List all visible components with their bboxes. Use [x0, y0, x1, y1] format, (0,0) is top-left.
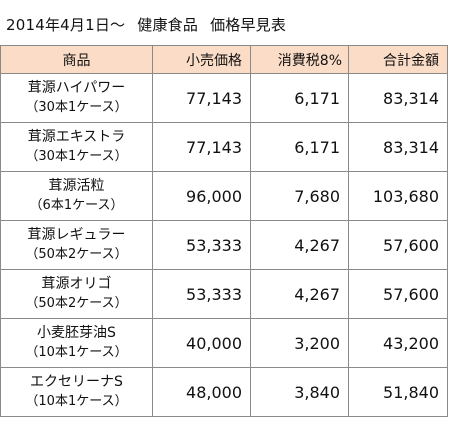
- product-cell: 茸源活粒 （6本1ケース）: [0, 171, 153, 221]
- column-header-retail-price: 小売価格: [152, 45, 251, 74]
- tax-cell: 6,171: [250, 122, 349, 172]
- tax-cell: 3,840: [250, 367, 349, 417]
- table-row: 茸源活粒 （6本1ケース） 96,000 7,680 103,680: [0, 171, 448, 221]
- table-row: 茸源ハイパワー （30本1ケース） 77,143 6,171 83,314: [0, 73, 448, 123]
- total-cell: 57,600: [348, 269, 448, 319]
- product-cell: 小麦胚芽油S （10本1ケース）: [0, 318, 153, 368]
- tax-cell: 4,267: [250, 220, 349, 270]
- table-row: 茸源レギュラー （50本2ケース） 53,333 4,267 57,600: [0, 220, 448, 270]
- product-cell: 茸源エキストラ （30本1ケース）: [0, 122, 153, 172]
- product-name: 茸源レギュラー: [27, 227, 126, 243]
- retail-price-cell: 96,000: [152, 171, 251, 221]
- table-row: 茸源オリゴ （50本2ケース） 53,333 4,267 57,600: [0, 269, 448, 319]
- product-pack: （10本1ケース）: [25, 345, 128, 360]
- product-cell: 茸源レギュラー （50本2ケース）: [0, 220, 153, 270]
- retail-price-cell: 77,143: [152, 73, 251, 123]
- tax-cell: 3,200: [250, 318, 349, 368]
- total-cell: 103,680: [348, 171, 448, 221]
- product-pack: （50本2ケース）: [25, 296, 128, 311]
- title-label: 価格早見表: [210, 16, 287, 34]
- retail-price-cell: 48,000: [152, 367, 251, 417]
- retail-price-cell: 53,333: [152, 220, 251, 270]
- tax-cell: 6,171: [250, 73, 349, 123]
- column-header-product: 商品: [0, 45, 153, 74]
- product-cell: エクセリーナS （10本1ケース）: [0, 367, 153, 417]
- retail-price-cell: 77,143: [152, 122, 251, 172]
- table-row: 小麦胚芽油S （10本1ケース） 40,000 3,200 43,200: [0, 318, 448, 368]
- total-cell: 83,314: [348, 122, 448, 172]
- product-name: 茸源エキストラ: [27, 129, 126, 145]
- column-header-total: 合計金額: [348, 45, 448, 74]
- product-name: 茸源活粒: [48, 178, 105, 194]
- product-name: 茸源ハイパワー: [27, 80, 126, 96]
- total-cell: 51,840: [348, 367, 448, 417]
- product-cell: 茸源オリゴ （50本2ケース）: [0, 269, 153, 319]
- page-title: 2014年4月1日～ 健康食品 価格早見表: [6, 14, 286, 35]
- product-cell: 茸源ハイパワー （30本1ケース）: [0, 73, 153, 123]
- title-period: 2014年4月1日～: [6, 16, 126, 34]
- column-header-tax: 消費税8%: [250, 45, 349, 74]
- tax-cell: 7,680: [250, 171, 349, 221]
- product-pack: （30本1ケース）: [25, 149, 128, 164]
- total-cell: 43,200: [348, 318, 448, 368]
- retail-price-cell: 40,000: [152, 318, 251, 368]
- table-row: エクセリーナS （10本1ケース） 48,000 3,840 51,840: [0, 367, 448, 417]
- product-pack: （50本2ケース）: [25, 247, 128, 262]
- title-category: 健康食品: [137, 16, 199, 34]
- product-pack: （10本1ケース）: [25, 394, 128, 409]
- total-cell: 57,600: [348, 220, 448, 270]
- product-pack: （6本1ケース）: [29, 198, 124, 213]
- product-name: 茸源オリゴ: [41, 276, 112, 292]
- table-row: 茸源エキストラ （30本1ケース） 77,143 6,171 83,314: [0, 122, 448, 172]
- retail-price-cell: 53,333: [152, 269, 251, 319]
- product-pack: （30本1ケース）: [25, 100, 128, 115]
- total-cell: 83,314: [348, 73, 448, 123]
- product-name: 小麦胚芽油S: [37, 325, 116, 341]
- price-table: 商品 小売価格 消費税8% 合計金額 茸源ハイパワー （30本1ケース） 77,1…: [0, 45, 448, 417]
- tax-cell: 4,267: [250, 269, 349, 319]
- table-header-row: 商品 小売価格 消費税8% 合計金額: [0, 45, 448, 74]
- product-name: エクセリーナS: [30, 374, 123, 390]
